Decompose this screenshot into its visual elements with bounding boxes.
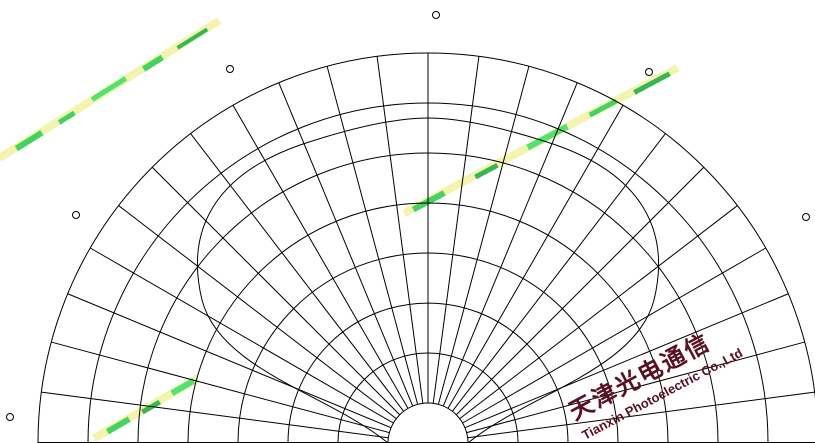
grid-spoke bbox=[447, 105, 624, 409]
grid-spoke bbox=[278, 82, 414, 407]
grid-spoke bbox=[467, 391, 815, 439]
grid-spoke bbox=[151, 166, 401, 416]
grid-ring bbox=[387, 402, 469, 443]
marker-dot bbox=[802, 213, 810, 221]
radiation-pattern-curve bbox=[197, 117, 659, 443]
grid-spoke bbox=[232, 105, 409, 409]
grid-spoke bbox=[118, 205, 397, 420]
grid-spoke bbox=[90, 247, 394, 424]
calibration-markers bbox=[6, 11, 810, 421]
grid-spoke bbox=[442, 82, 578, 407]
grid-spoke bbox=[459, 205, 738, 420]
polar-grid bbox=[37, 52, 815, 443]
grid-spoke bbox=[190, 133, 405, 412]
grid-spoke bbox=[432, 56, 480, 404]
company-watermark: 天津光电通信 Tianxin Photoelectric Co.,Ltd bbox=[564, 328, 745, 443]
marker-dot bbox=[432, 11, 440, 19]
grid-spoke bbox=[41, 391, 389, 439]
marker-dot bbox=[6, 413, 14, 421]
grid-spoke bbox=[437, 66, 530, 405]
grid-spoke bbox=[51, 341, 390, 434]
grid-spoke bbox=[451, 133, 666, 412]
grid-spoke bbox=[376, 56, 424, 404]
grid-spoke bbox=[67, 293, 392, 429]
grid-ring bbox=[37, 52, 815, 443]
grid-spoke bbox=[466, 341, 805, 434]
grid-spoke bbox=[455, 166, 705, 416]
marker-dot bbox=[645, 68, 653, 76]
grid-spoke bbox=[326, 66, 419, 405]
marker-dot bbox=[72, 211, 80, 219]
grid-spoke bbox=[464, 293, 789, 429]
marker-dot bbox=[226, 65, 234, 73]
grid-spoke bbox=[462, 247, 766, 424]
